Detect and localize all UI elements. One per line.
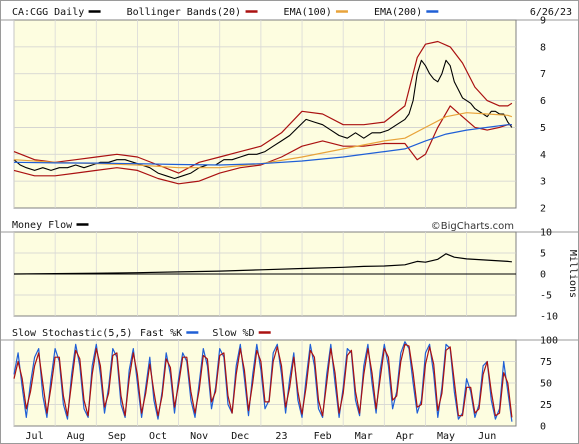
legend-label: Fast %K bbox=[140, 328, 182, 339]
y-tick-label: 4 bbox=[540, 150, 546, 161]
x-tick-label: Feb bbox=[314, 431, 332, 442]
y-tick-label: 0 bbox=[540, 422, 546, 433]
panel-money-flow: -10 -5 0 5 10 Money Flow Millions bbox=[1, 217, 578, 323]
legend-label: Bollinger Bands(20) bbox=[127, 7, 241, 18]
y-tick-label: 10 bbox=[540, 228, 552, 239]
x-tick-label: 23 bbox=[275, 431, 287, 442]
y-axis-label: Millions bbox=[567, 250, 578, 298]
x-tick-label: Jun bbox=[478, 431, 496, 442]
chart-date: 6/26/23 bbox=[530, 7, 572, 18]
legend-label: Money Flow bbox=[12, 220, 73, 231]
x-tick-label: Mar bbox=[355, 431, 373, 442]
x-tick-label: May bbox=[437, 431, 455, 442]
x-tick-label: Sep bbox=[108, 431, 126, 442]
panel-title: Slow Stochastic(5,5) bbox=[12, 328, 132, 339]
panel-header bbox=[1, 3, 578, 20]
series-ema-200 bbox=[13, 124, 512, 166]
series-slow-d bbox=[13, 343, 513, 418]
legend-label: EMA(200) bbox=[374, 7, 422, 18]
panel-header bbox=[1, 325, 578, 340]
y-tick-label: 3 bbox=[540, 177, 546, 188]
copyright-label: ©BigCharts.com bbox=[431, 221, 514, 232]
series-ca-cgg-daily bbox=[13, 59, 513, 180]
y-tick-label: 9 bbox=[540, 16, 546, 27]
legend-label: CA:CGG Daily bbox=[12, 7, 84, 18]
x-tick-label: Apr bbox=[396, 431, 414, 442]
series-bollinger-bands-20 bbox=[13, 105, 512, 185]
y-tick-label: 5 bbox=[540, 123, 546, 134]
y-tick-label: 2 bbox=[540, 204, 546, 215]
panel-stochastic: 0 25 50 75 100 Slow Stochastic(5,5) Fast %K Slo… bbox=[1, 325, 578, 433]
panel-price: 2 3 4 5 6 7 8 9 CA:CGG Daily Bollinger Bands(20) E… bbox=[1, 3, 578, 215]
y-tick-label: -10 bbox=[540, 312, 558, 323]
series-money-flow bbox=[13, 253, 512, 275]
legend-label: EMA(100) bbox=[284, 7, 332, 18]
y-tick-label: -5 bbox=[540, 291, 552, 302]
x-tick-label: Nov bbox=[190, 431, 208, 442]
x-tick-label: Aug bbox=[67, 431, 85, 442]
x-tick-label: Dec bbox=[231, 431, 249, 442]
x-tick-label: Oct bbox=[149, 431, 167, 442]
y-tick-label: 7 bbox=[540, 69, 546, 80]
panel-header bbox=[1, 217, 578, 232]
y-tick-label: 50 bbox=[540, 379, 552, 390]
series-bollinger-bands-20 bbox=[13, 40, 513, 174]
series-ema-100 bbox=[13, 112, 513, 169]
y-tick-label: 25 bbox=[540, 400, 552, 411]
y-tick-label: 6 bbox=[540, 96, 546, 107]
x-tick-label: Jul bbox=[26, 431, 44, 442]
y-tick-label: 8 bbox=[540, 42, 546, 53]
y-tick-label: 100 bbox=[540, 336, 558, 347]
y-tick-label: 75 bbox=[540, 357, 552, 368]
plot-area bbox=[13, 19, 517, 209]
legend-label: Slow %D bbox=[212, 328, 254, 339]
y-tick-label: 5 bbox=[540, 249, 546, 260]
y-tick-label: 0 bbox=[540, 270, 546, 281]
